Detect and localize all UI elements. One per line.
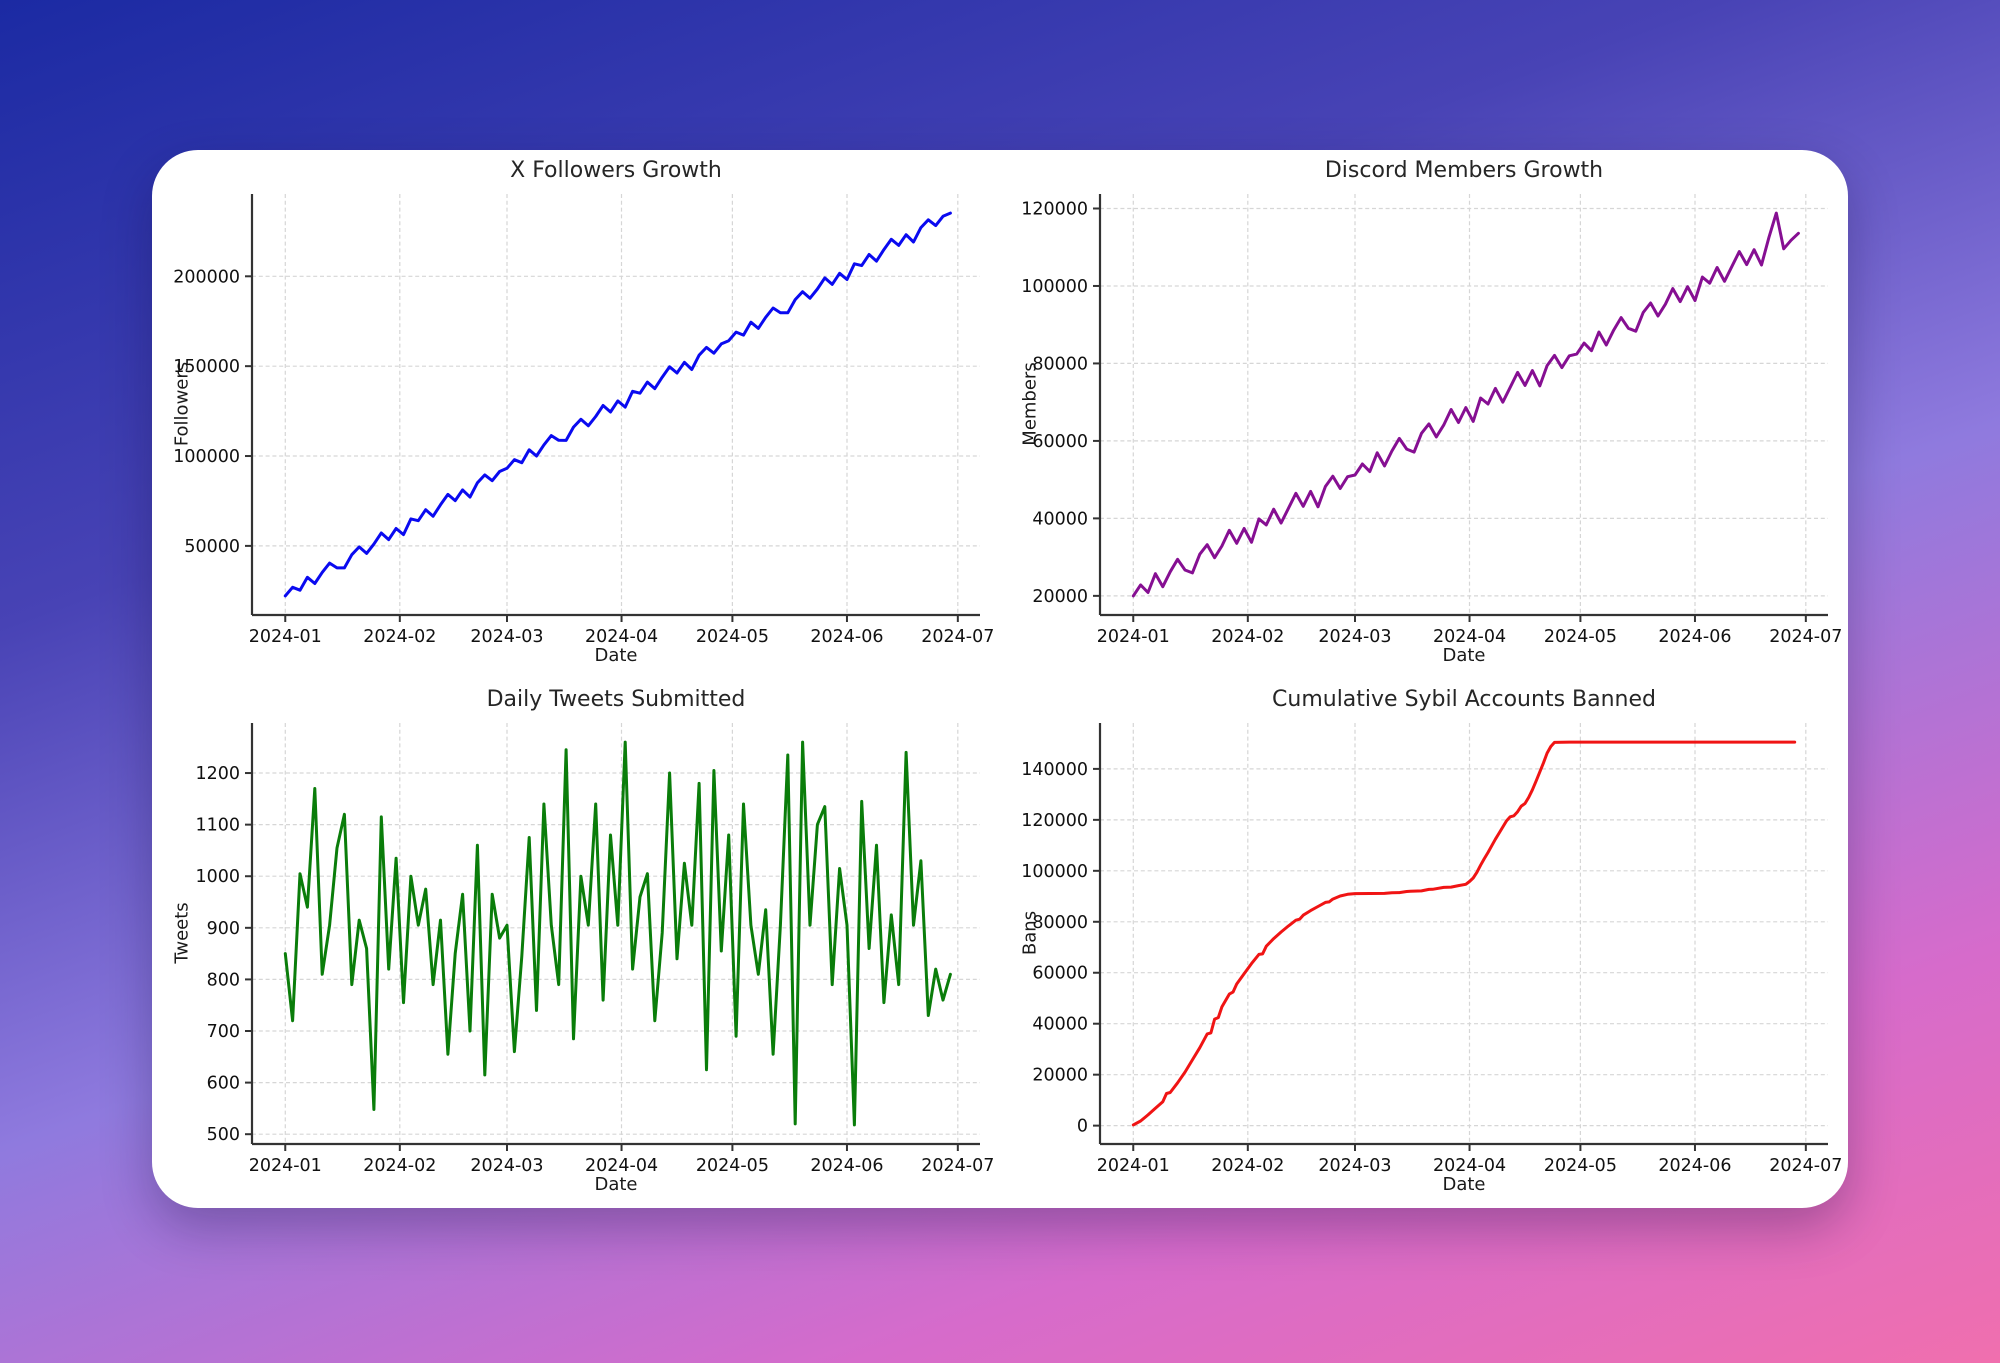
y-tick-label: 60000 [1032, 964, 1088, 984]
x-tick-label: 2024-07 [921, 627, 994, 647]
chart-title: X Followers Growth [510, 158, 722, 183]
x-tick-label: 2024-01 [1097, 1156, 1170, 1176]
y-tick-label: 80000 [1032, 354, 1088, 374]
x-followers-plot: 2024-01 2024-02 2024-03 2024-04 2024-05 2024-… [173, 194, 994, 647]
chart-title: Discord Members Growth [1324, 158, 1604, 183]
x-tick-label: 2024-03 [1318, 1156, 1391, 1176]
x-axis-label: Date [594, 645, 638, 666]
charts-card: X Followers Growth Followers 2024-01 2024… [152, 150, 1848, 1208]
y-tick-label: 1000 [195, 867, 240, 887]
daily-tweets-line [283, 740, 952, 1127]
x-tick-label: 2024-07 [1769, 1156, 1842, 1176]
y-tick-label: 200000 [173, 267, 240, 287]
y-tick-label: 700 [207, 1022, 240, 1042]
y-tick-label: 600 [207, 1074, 240, 1094]
discord-members-line [1131, 211, 1800, 598]
y-tick-label: 0 [1077, 1117, 1088, 1137]
y-tick-label: 120000 [1021, 811, 1088, 831]
chart-x-followers: X Followers Growth Followers 2024-01 2024… [152, 150, 1000, 679]
x-axis-label: Date [1442, 645, 1486, 666]
y-tick-label: 20000 [1032, 587, 1088, 607]
y-tick-label: 60000 [1032, 432, 1088, 452]
y-tick-label: 100000 [173, 447, 240, 467]
y-tick-label: 140000 [1021, 760, 1088, 780]
x-axis-label: Date [594, 1174, 638, 1195]
x-tick-label: 2024-05 [696, 1156, 769, 1176]
y-tick-label: 100000 [1021, 277, 1088, 297]
x-tick-label: 2024-04 [585, 627, 658, 647]
x-tick-label: 2024-05 [696, 627, 769, 647]
chart-sybil-bans: Cumulative Sybil Accounts Banned Bans 20… [1000, 679, 1848, 1208]
x-axis-label: Date [1442, 1174, 1486, 1195]
y-tick-label: 1200 [195, 764, 240, 784]
y-tick-label: 500 [207, 1125, 240, 1145]
x-tick-label: 2024-01 [1097, 627, 1170, 647]
chart-daily-tweets: Daily Tweets Submitted Tweets 2024-01 202… [152, 679, 1000, 1208]
x-tick-label: 2024-02 [1211, 627, 1284, 647]
y-tick-label: 20000 [1032, 1066, 1088, 1086]
x-tick-label: 2024-06 [810, 1156, 883, 1176]
y-tick-label: 900 [207, 919, 240, 939]
x-tick-label: 2024-03 [470, 627, 543, 647]
x-tick-label: 2024-03 [1318, 627, 1391, 647]
y-tick-label: 800 [207, 970, 240, 990]
y-tick-label: 100000 [1021, 862, 1088, 882]
daily-tweets-plot: 2024-01 2024-02 2024-03 2024-04 2024-05 2024-… [195, 723, 994, 1176]
x-tick-label: 2024-01 [249, 627, 322, 647]
x-tick-label: 2024-06 [1658, 627, 1731, 647]
y-tick-label: 150000 [173, 357, 240, 377]
x-tick-label: 2024-04 [585, 1156, 658, 1176]
x-tick-label: 2024-05 [1544, 627, 1617, 647]
x-tick-label: 2024-04 [1433, 1156, 1506, 1176]
x-followers-line [283, 211, 952, 598]
x-tick-label: 2024-04 [1433, 627, 1506, 647]
chart-title: Cumulative Sybil Accounts Banned [1272, 687, 1656, 712]
chart-discord-members: Discord Members Growth Members 2024-01 20… [1000, 150, 1848, 679]
y-tick-label: 1100 [195, 816, 240, 836]
y-tick-label: 120000 [1021, 199, 1088, 219]
y-tick-label: 40000 [1032, 509, 1088, 529]
y-tick-label: 40000 [1032, 1015, 1088, 1035]
y-tick-label: 80000 [1032, 913, 1088, 933]
x-tick-label: 2024-06 [810, 627, 883, 647]
sybil-bans-line [1131, 740, 1797, 1127]
y-tick-label: 50000 [184, 537, 240, 557]
x-tick-label: 2024-06 [1658, 1156, 1731, 1176]
x-tick-label: 2024-02 [363, 1156, 436, 1176]
sybil-bans-plot: 2024-01 2024-02 2024-03 2024-04 2024-05 2024-… [1021, 723, 1842, 1176]
x-tick-label: 2024-07 [921, 1156, 994, 1176]
chart-title: Daily Tweets Submitted [486, 687, 746, 712]
x-tick-label: 2024-03 [470, 1156, 543, 1176]
x-tick-label: 2024-05 [1544, 1156, 1617, 1176]
x-tick-label: 2024-07 [1769, 627, 1842, 647]
discord-members-plot: 2024-01 2024-02 2024-03 2024-04 2024-05 2024-… [1021, 194, 1842, 647]
x-tick-label: 2024-01 [249, 1156, 322, 1176]
x-tick-label: 2024-02 [1211, 1156, 1284, 1176]
x-tick-label: 2024-02 [363, 627, 436, 647]
